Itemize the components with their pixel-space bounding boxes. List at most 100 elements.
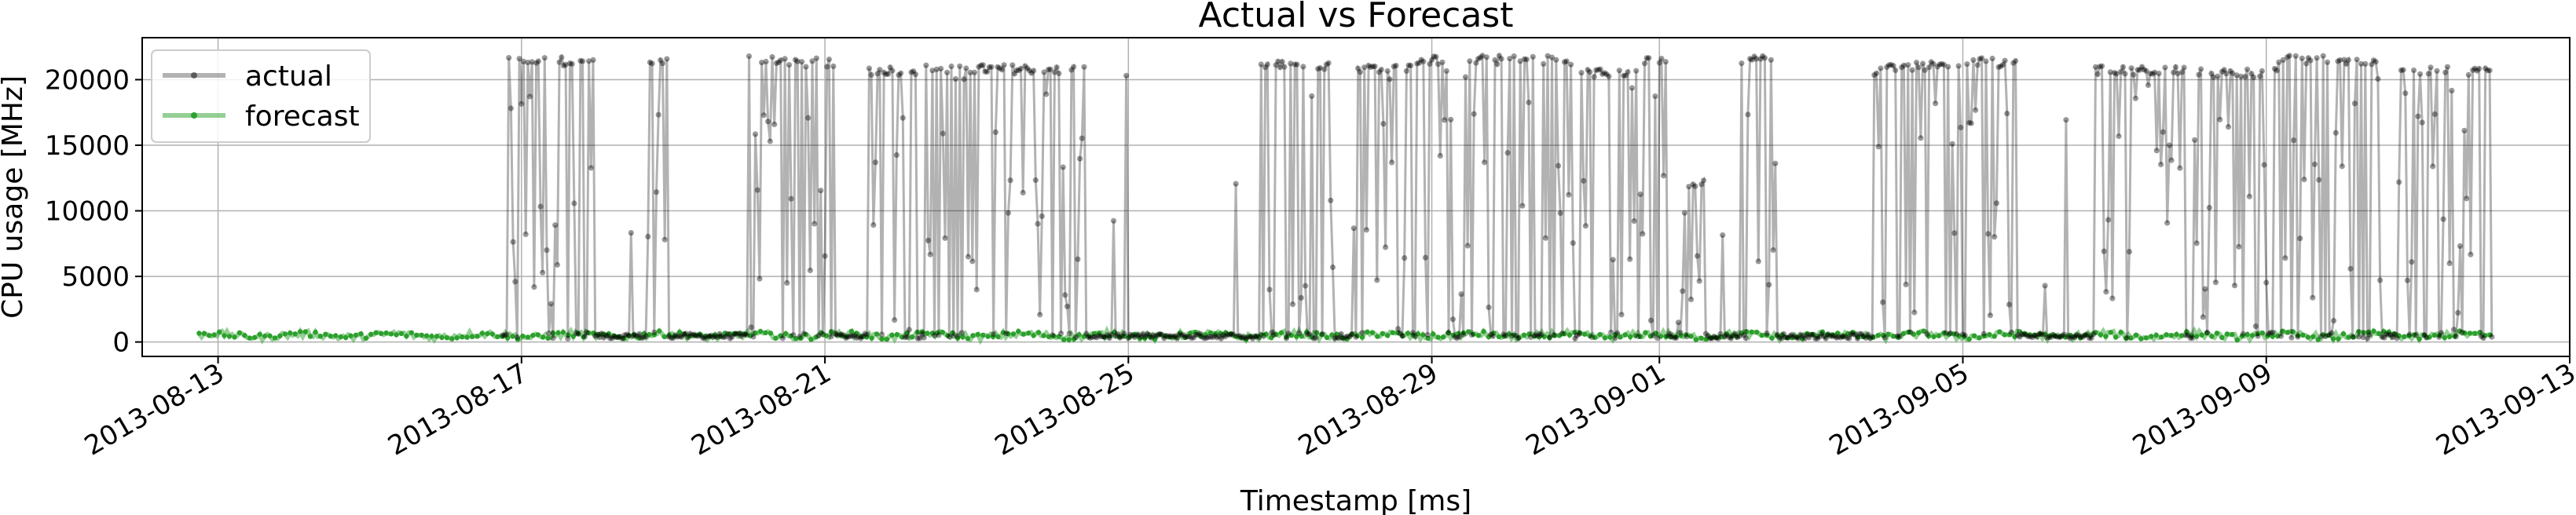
actual-point [767, 138, 773, 144]
actual-point [2461, 127, 2468, 133]
actual-point [670, 335, 676, 342]
actual-point [713, 333, 719, 340]
actual-point [1541, 60, 1547, 67]
actual-point [2366, 331, 2373, 338]
actual-point [674, 334, 680, 340]
forecast-point [874, 331, 880, 337]
forecast-point [626, 333, 632, 338]
actual-point [569, 60, 575, 67]
actual-point [1210, 334, 1216, 341]
forecast-point [1997, 329, 2003, 334]
actual-point [1528, 334, 1534, 340]
forecast-point [1031, 333, 1036, 338]
actual-point [535, 58, 541, 64]
forecast-point [1643, 330, 1648, 335]
actual-point [1819, 331, 1825, 337]
actual-point [1468, 332, 1475, 338]
forecast-point [2325, 332, 2331, 338]
forecast-point [2072, 333, 2078, 339]
actual-point [921, 334, 927, 341]
actual-point [1869, 334, 1875, 340]
actual-point [1745, 111, 1751, 118]
actual-point [1174, 335, 1180, 342]
forecast-point [2058, 334, 2063, 339]
forecast-point [1703, 336, 1709, 342]
actual-point [1387, 76, 1393, 82]
forecast-point [2017, 329, 2023, 334]
actual-point [1559, 331, 1566, 337]
actual-point [1087, 334, 1094, 341]
forecast-point [2153, 332, 2159, 338]
x-tick-label: 2013-09-01 [1521, 357, 1671, 462]
actual-point [1442, 117, 1448, 123]
actual-point [1256, 334, 1262, 341]
forecast-point [591, 331, 596, 336]
actual-point [1755, 258, 1761, 265]
actual-point [1791, 334, 1797, 340]
actual-point [1536, 331, 1542, 337]
forecast-point [1354, 333, 1360, 338]
actual-point [908, 69, 914, 75]
actual-point [1989, 55, 1995, 62]
forecast-point [2346, 334, 2351, 340]
forecast-point [1182, 334, 1188, 341]
forecast-point [2285, 330, 2291, 335]
actual-point [624, 331, 630, 338]
actual-point [1675, 320, 1681, 326]
actual-point [1397, 331, 1403, 337]
forecast-point [1425, 335, 1431, 342]
forecast-point [864, 334, 870, 340]
forecast-point [2133, 332, 2139, 338]
actual-point [729, 334, 735, 340]
forecast-point [1263, 331, 1269, 337]
actual-point [819, 331, 826, 338]
actual-point [1806, 334, 1812, 341]
actual-point [1176, 331, 1182, 338]
actual-point [1545, 53, 1551, 59]
actual-point [2183, 332, 2189, 338]
actual-point [1633, 68, 1640, 74]
forecast-point [1278, 330, 1284, 335]
forecast-point [2174, 331, 2179, 338]
actual-point [2168, 157, 2175, 163]
actual-point [1123, 72, 1130, 79]
actual-point [1319, 331, 1325, 337]
y-axis-label: CPU usage [MHz] [0, 75, 29, 319]
actual-point [1981, 331, 1987, 337]
forecast-point [1809, 331, 1816, 338]
forecast-point [2437, 333, 2442, 338]
actual-point [931, 332, 938, 338]
actual-point [1422, 254, 1429, 261]
actual-point [1757, 56, 1764, 62]
forecast-point [2068, 332, 2073, 338]
forecast-point [1294, 334, 1299, 339]
actual-point [824, 64, 830, 70]
actual-point [1492, 57, 1498, 63]
forecast-point [1061, 337, 1067, 342]
actual-point [1808, 331, 1814, 338]
actual-point [1715, 335, 1721, 342]
forecast-point [2351, 334, 2356, 340]
forecast-point [1076, 332, 1082, 338]
actual-point [554, 261, 561, 268]
actual-point [1248, 334, 1254, 340]
forecast-point [1992, 334, 1997, 339]
actual-point [1903, 281, 1909, 287]
forecast-point [1350, 331, 1355, 337]
forecast-point [914, 329, 920, 335]
actual-point [658, 57, 664, 64]
forecast-point [985, 334, 991, 339]
actual-point [1155, 332, 1161, 338]
actual-point [640, 334, 647, 341]
actual-point [1896, 333, 1903, 339]
actual-point [2202, 286, 2208, 292]
forecast-point [2083, 332, 2088, 338]
actual-point [900, 115, 906, 121]
actual-point [1764, 331, 1770, 337]
actual-point [1880, 299, 1886, 305]
forecast-point [2310, 334, 2316, 339]
actual-point [2307, 57, 2314, 64]
actual-point [531, 284, 537, 290]
actual-point [1171, 333, 1178, 339]
x-tick-label: 2013-08-17 [383, 357, 533, 462]
